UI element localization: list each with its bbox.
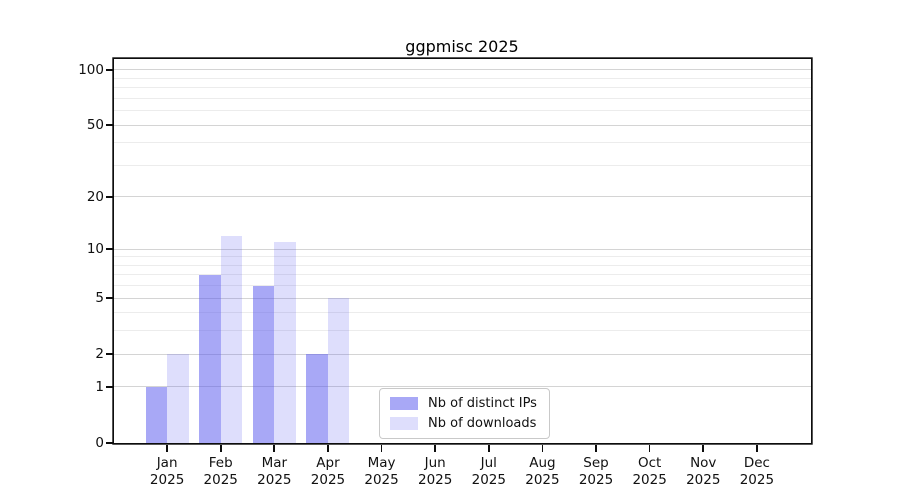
gridline (113, 353, 811, 355)
plot-area (113, 59, 811, 443)
gridline (113, 264, 811, 266)
x-tick-label: Jan 2025 (149, 454, 185, 488)
bar-downloads (167, 354, 189, 443)
gridline (113, 142, 811, 144)
y-tick-label: 0 (95, 435, 104, 451)
y-tick-label: 50 (86, 117, 104, 134)
y-axis-tick-marks (106, 59, 113, 444)
x-tick-mark (648, 444, 651, 452)
y-tick-label: 2 (95, 346, 104, 363)
gridline (113, 256, 811, 258)
x-tick-mark (702, 444, 705, 452)
x-tick-mark (327, 444, 329, 452)
y-tick-label: 100 (78, 61, 104, 78)
bar-distinct-ips (252, 285, 275, 443)
gridline (113, 297, 811, 299)
x-tick-label: May 2025 (364, 454, 399, 488)
gridline (113, 312, 811, 314)
gridline (113, 110, 811, 112)
bar-distinct-ips (199, 274, 221, 443)
gridline (113, 97, 811, 99)
x-tick-mark (166, 444, 168, 452)
x-tick-label: Aug 2025 (525, 454, 560, 488)
y-axis: 0 1 2 5 10 20 50 100 (0, 59, 104, 451)
gridline (113, 124, 811, 126)
y-tick-label: 5 (95, 290, 104, 307)
gridline (113, 330, 811, 332)
bar-distinct-ips (145, 386, 168, 443)
x-tick-label: Dec 2025 (739, 454, 775, 488)
y-tick-mark (106, 248, 113, 250)
x-tick-mark (595, 444, 597, 452)
x-tick-label: Jul 2025 (471, 454, 506, 488)
x-tick-mark (380, 444, 383, 452)
legend-label-distinct-ips: Nb of distinct IPs (428, 396, 537, 411)
x-tick-label: Jun 2025 (418, 454, 453, 488)
x-tick-mark (541, 444, 544, 452)
gridline (113, 77, 811, 79)
bars-layer (114, 59, 811, 443)
bar-downloads (327, 298, 350, 443)
bar-downloads (220, 235, 243, 443)
x-axis: Jan 2025 Feb 2025 Mar 2025 Apr 2025 May 2025… (114, 444, 811, 495)
y-tick-mark (106, 196, 113, 198)
x-tick-mark (756, 444, 758, 452)
bar-distinct-ips (306, 354, 328, 443)
gridline (113, 248, 811, 250)
y-tick-label: 1 (95, 378, 104, 395)
y-tick-mark (106, 386, 113, 388)
legend: Nb of distinct IPs Nb of downloads (379, 388, 550, 439)
y-tick-mark (106, 353, 113, 356)
legend-swatch-downloads-icon (390, 417, 418, 430)
gridline (113, 274, 811, 276)
gridlines-layer (113, 59, 811, 443)
y-tick-mark (106, 124, 113, 126)
gridline (113, 87, 811, 89)
legend-swatch-distinct-ips-icon (390, 397, 418, 410)
legend-item-downloads: Nb of downloads (390, 416, 537, 431)
legend-item-distinct-ips: Nb of distinct IPs (390, 396, 537, 411)
x-tick-mark (273, 444, 276, 452)
gridline (113, 386, 811, 388)
gridline (113, 164, 811, 166)
y-tick-label: 10 (86, 241, 104, 258)
chart-title: ggpmisc 2025 (405, 37, 519, 56)
y-tick-mark (106, 69, 113, 71)
x-tick-label: Mar 2025 (257, 454, 292, 488)
y-tick-mark (106, 442, 113, 444)
bar-downloads (274, 242, 296, 443)
legend-label-downloads: Nb of downloads (428, 416, 537, 431)
x-tick-label: Nov 2025 (686, 454, 721, 488)
x-tick-label: Oct 2025 (632, 454, 667, 488)
x-tick-label: Sep 2025 (578, 454, 614, 488)
gridline (113, 285, 811, 287)
x-tick-mark (219, 444, 222, 452)
x-tick-mark (434, 444, 437, 452)
gridline (113, 196, 811, 198)
x-tick-mark (487, 444, 490, 452)
x-tick-label: Feb 2025 (203, 454, 238, 488)
gridline (113, 69, 811, 71)
y-tick-mark (106, 297, 113, 299)
y-tick-label: 20 (86, 188, 104, 205)
x-tick-label: Apr 2025 (310, 454, 346, 488)
